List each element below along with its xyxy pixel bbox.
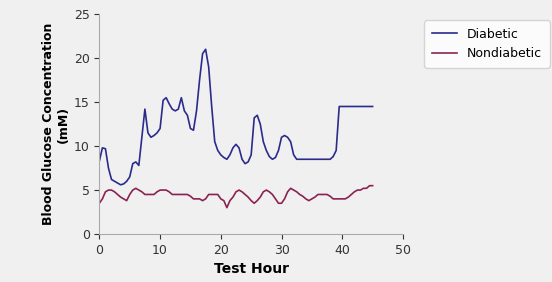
Line: Diabetic: Diabetic bbox=[99, 49, 373, 185]
Diabetic bbox=[202, 48, 209, 51]
Diabetic bbox=[333, 149, 339, 152]
Diabetic bbox=[96, 159, 103, 163]
Nondiabetic bbox=[330, 197, 336, 201]
Diabetic bbox=[169, 107, 176, 111]
Line: Nondiabetic: Nondiabetic bbox=[99, 186, 373, 208]
Diabetic bbox=[117, 183, 124, 186]
Nondiabetic bbox=[363, 187, 370, 190]
Nondiabetic bbox=[96, 202, 103, 205]
Diabetic bbox=[369, 105, 376, 108]
Nondiabetic bbox=[166, 190, 172, 193]
Nondiabetic bbox=[224, 206, 230, 209]
Nondiabetic bbox=[257, 195, 264, 199]
Y-axis label: Blood Glucose Concentration
(mM): Blood Glucose Concentration (mM) bbox=[41, 23, 70, 225]
Diabetic bbox=[132, 160, 139, 164]
Nondiabetic bbox=[367, 184, 373, 187]
Legend: Diabetic, Nondiabetic: Diabetic, Nondiabetic bbox=[424, 20, 549, 68]
Diabetic bbox=[163, 96, 169, 99]
Nondiabetic bbox=[369, 184, 376, 187]
Diabetic bbox=[260, 140, 267, 143]
Nondiabetic bbox=[129, 188, 136, 192]
Diabetic bbox=[367, 105, 373, 108]
Nondiabetic bbox=[160, 188, 167, 192]
X-axis label: Test Hour: Test Hour bbox=[214, 262, 289, 276]
